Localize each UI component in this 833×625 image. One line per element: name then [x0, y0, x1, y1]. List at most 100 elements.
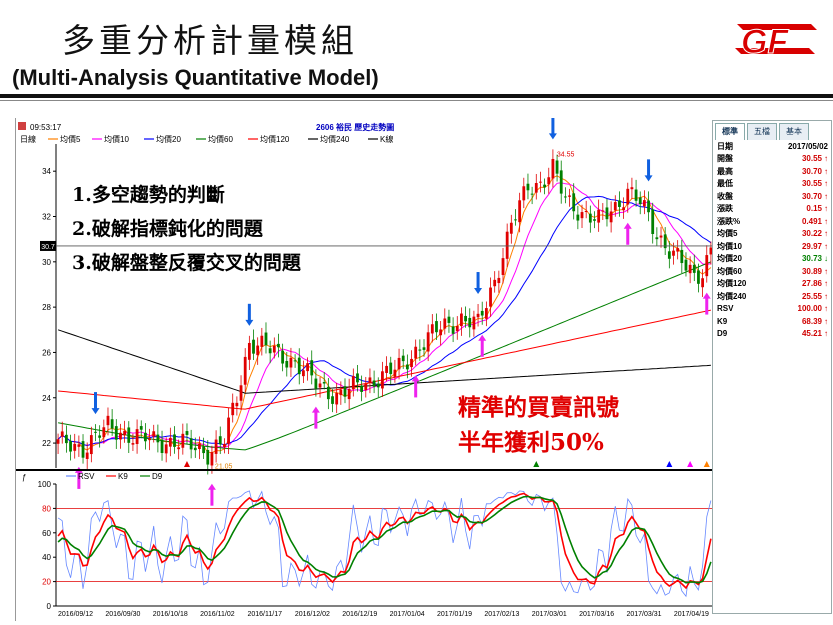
- candle-body[interactable]: [580, 212, 584, 219]
- candle-body[interactable]: [489, 287, 492, 307]
- candle-body[interactable]: [260, 335, 264, 347]
- candle-body[interactable]: [148, 438, 151, 441]
- candle-body[interactable]: [530, 193, 534, 195]
- candle-body[interactable]: [114, 426, 118, 440]
- candle-body[interactable]: [135, 429, 139, 445]
- candle-body[interactable]: [426, 332, 430, 352]
- candle-body[interactable]: [680, 249, 684, 264]
- candle-body[interactable]: [572, 193, 576, 212]
- candle-body[interactable]: [576, 214, 580, 221]
- candle-body[interactable]: [613, 202, 617, 211]
- candle-body[interactable]: [206, 450, 210, 465]
- candle-body[interactable]: [73, 443, 77, 451]
- candle-body[interactable]: [534, 183, 538, 193]
- candle-body[interactable]: [56, 439, 60, 444]
- candle-body[interactable]: [326, 386, 330, 400]
- candle-body[interactable]: [584, 210, 588, 212]
- candle-body[interactable]: [626, 188, 630, 205]
- candle-body[interactable]: [343, 386, 347, 397]
- candle-body[interactable]: [372, 380, 376, 387]
- candle-body[interactable]: [551, 158, 555, 179]
- candle-body[interactable]: [630, 187, 634, 190]
- candle-body[interactable]: [293, 360, 297, 362]
- candle-body[interactable]: [447, 316, 451, 323]
- candle-body[interactable]: [289, 357, 293, 368]
- candle-body[interactable]: [285, 360, 289, 368]
- candle-body[interactable]: [655, 237, 659, 240]
- candle-body[interactable]: [85, 452, 89, 459]
- candle-body[interactable]: [173, 434, 176, 447]
- candle-body[interactable]: [247, 342, 251, 360]
- candle-body[interactable]: [647, 200, 650, 213]
- candle-body[interactable]: [618, 200, 621, 207]
- candle-body[interactable]: [418, 349, 422, 351]
- candle-body[interactable]: [335, 392, 339, 405]
- candle-body[interactable]: [160, 439, 164, 454]
- candle-body[interactable]: [314, 378, 318, 389]
- candle-body[interactable]: [526, 183, 530, 191]
- candle-body[interactable]: [476, 313, 480, 318]
- candle-body[interactable]: [376, 383, 380, 388]
- candle-body[interactable]: [297, 357, 301, 375]
- candle-body[interactable]: [131, 443, 135, 445]
- candle-body[interactable]: [385, 365, 388, 373]
- candle-body[interactable]: [414, 346, 418, 359]
- candle-body[interactable]: [609, 211, 613, 223]
- candle-body[interactable]: [497, 277, 501, 284]
- candle-body[interactable]: [177, 447, 181, 450]
- candle-body[interactable]: [701, 278, 705, 288]
- candle-body[interactable]: [393, 369, 397, 377]
- candle-body[interactable]: [281, 350, 285, 364]
- candle-body[interactable]: [439, 329, 443, 336]
- candle-body[interactable]: [81, 441, 85, 458]
- candle-body[interactable]: [256, 345, 260, 356]
- candle-body[interactable]: [472, 316, 476, 330]
- candle-body[interactable]: [123, 430, 127, 436]
- candle-body[interactable]: [94, 431, 97, 433]
- candle-body[interactable]: [64, 434, 68, 444]
- candle-body[interactable]: [98, 435, 102, 438]
- candle-body[interactable]: [339, 389, 343, 396]
- panel-tab-1[interactable]: 標準: [715, 123, 745, 140]
- candle-body[interactable]: [672, 250, 675, 256]
- panel-tab-3[interactable]: 基本: [779, 123, 809, 140]
- candle-body[interactable]: [189, 438, 193, 450]
- candle-body[interactable]: [277, 343, 280, 348]
- candle-body[interactable]: [430, 324, 434, 334]
- candle-body[interactable]: [563, 196, 567, 198]
- candle-body[interactable]: [318, 383, 322, 388]
- candle-body[interactable]: [239, 385, 243, 401]
- candle-body[interactable]: [144, 432, 147, 442]
- candle-body[interactable]: [651, 209, 655, 235]
- candle-body[interactable]: [539, 181, 542, 183]
- candle-body[interactable]: [389, 362, 393, 375]
- candle-body[interactable]: [252, 339, 255, 354]
- candle-body[interactable]: [69, 441, 72, 452]
- candle-body[interactable]: [235, 402, 239, 407]
- candle-body[interactable]: [405, 364, 409, 370]
- candle-body[interactable]: [568, 195, 571, 197]
- candle-body[interactable]: [697, 270, 700, 284]
- candle-body[interactable]: [667, 251, 671, 259]
- candle-body[interactable]: [139, 426, 143, 430]
- candle-body[interactable]: [193, 447, 197, 451]
- candle-body[interactable]: [60, 431, 64, 437]
- candle-body[interactable]: [227, 417, 230, 444]
- candle-body[interactable]: [597, 209, 601, 223]
- candle-body[interactable]: [210, 452, 214, 466]
- candle-body[interactable]: [451, 326, 455, 334]
- candle-body[interactable]: [331, 396, 334, 404]
- candle-body[interactable]: [547, 177, 551, 185]
- candle-body[interactable]: [268, 348, 272, 354]
- candle-body[interactable]: [468, 317, 472, 328]
- candle-body[interactable]: [89, 435, 93, 455]
- candle-body[interactable]: [410, 358, 413, 368]
- candle-body[interactable]: [480, 310, 484, 316]
- candle-body[interactable]: [659, 235, 663, 238]
- candle-body[interactable]: [622, 207, 625, 211]
- candle-body[interactable]: [514, 219, 517, 221]
- candle-body[interactable]: [435, 321, 438, 333]
- candle-body[interactable]: [127, 427, 131, 443]
- candle-body[interactable]: [397, 357, 401, 370]
